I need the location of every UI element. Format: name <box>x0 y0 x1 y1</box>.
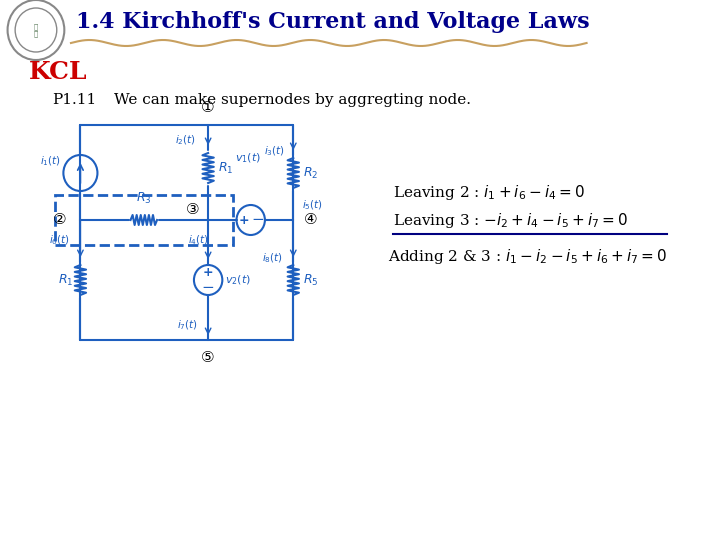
Text: $i_2(t)$: $i_2(t)$ <box>175 133 196 147</box>
Text: ②: ② <box>53 213 66 227</box>
Text: $i_3(t)$: $i_3(t)$ <box>264 144 285 158</box>
Text: −: − <box>251 213 264 227</box>
Text: +: + <box>239 213 249 226</box>
Text: $i_5(t)$: $i_5(t)$ <box>302 198 323 212</box>
Text: $v_1(t)$: $v_1(t)$ <box>235 151 261 165</box>
Text: Adding 2 & 3 : $i_1 - i_2 - i_5 + i_6 + i_7 = 0$: Adding 2 & 3 : $i_1 - i_2 - i_5 + i_6 + … <box>388 246 667 266</box>
Text: $i_1(t)$: $i_1(t)$ <box>40 154 60 168</box>
Text: −: − <box>202 280 215 294</box>
Text: $R_1$: $R_1$ <box>58 273 73 287</box>
Text: $v_2(t)$: $v_2(t)$ <box>225 273 251 287</box>
Text: $i_4(t)$: $i_4(t)$ <box>188 233 210 247</box>
Text: ①: ① <box>202 99 215 114</box>
Text: $R_2$: $R_2$ <box>302 165 318 180</box>
Text: 中
大: 中 大 <box>34 23 38 37</box>
Text: Leaving 3 : $-i_2 + i_4 - i_5 + i_7 = 0$: Leaving 3 : $-i_2 + i_4 - i_5 + i_7 = 0$ <box>392 211 628 229</box>
Text: P1.11: P1.11 <box>52 93 96 107</box>
Text: ⑤: ⑤ <box>202 350 215 366</box>
Text: ③: ③ <box>186 202 200 218</box>
Text: $R_5$: $R_5$ <box>302 273 318 287</box>
Text: We can make supernodes by aggregting node.: We can make supernodes by aggregting nod… <box>114 93 471 107</box>
Text: KCL: KCL <box>28 60 87 84</box>
Text: 1.4 Kirchhoff's Current and Voltage Laws: 1.4 Kirchhoff's Current and Voltage Laws <box>76 11 589 33</box>
Text: $R_1$: $R_1$ <box>217 160 233 176</box>
Text: ④: ④ <box>304 213 317 227</box>
Text: +: + <box>203 267 213 280</box>
Text: $R_3$: $R_3$ <box>136 191 152 206</box>
Text: $i_8(t)$: $i_8(t)$ <box>262 251 283 265</box>
Text: Leaving 2 : $i_1 + i_6 - i_4 = 0$: Leaving 2 : $i_1 + i_6 - i_4 = 0$ <box>392 183 585 201</box>
Text: $i_6(t)$: $i_6(t)$ <box>49 233 70 247</box>
Text: $i_7(t)$: $i_7(t)$ <box>177 318 198 332</box>
